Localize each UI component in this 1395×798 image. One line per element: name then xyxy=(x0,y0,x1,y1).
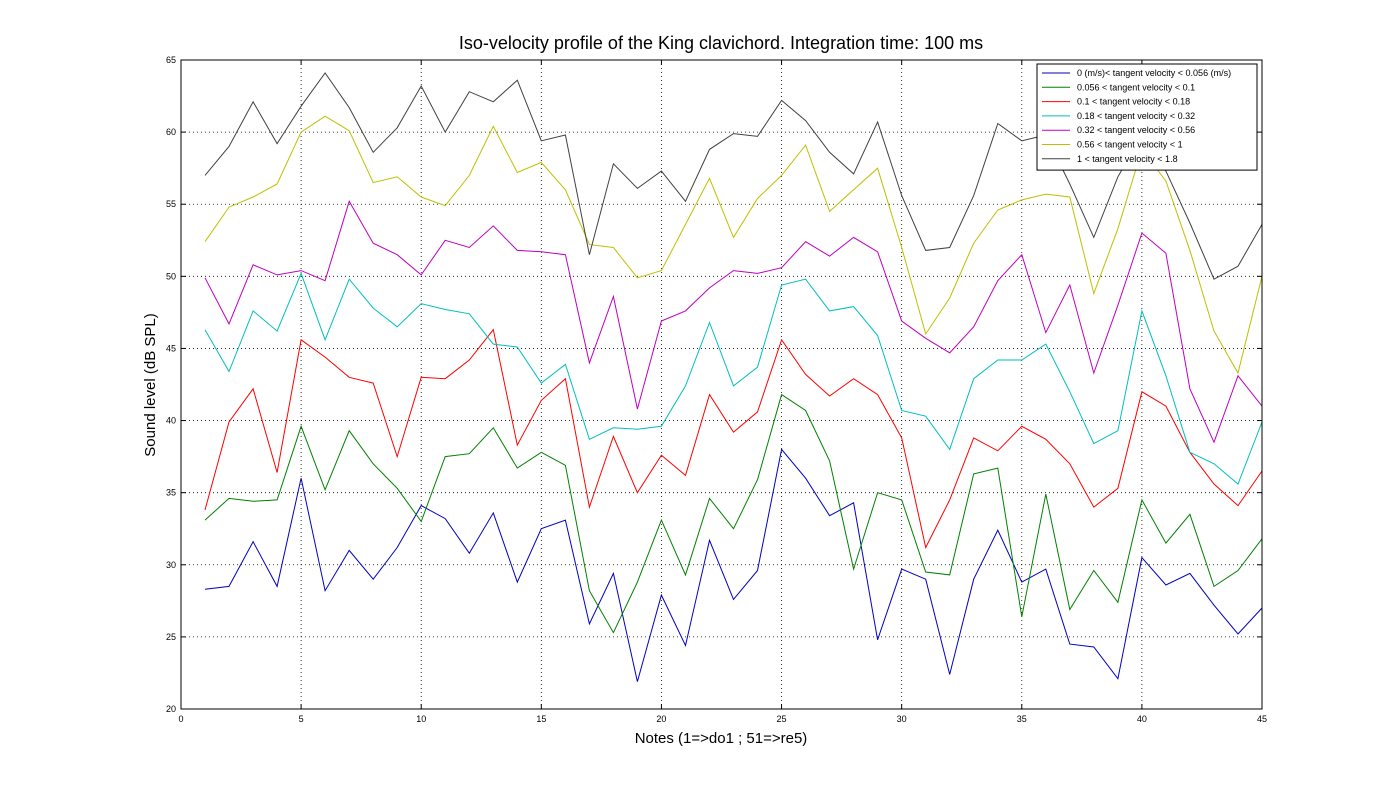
x-tick-label: 10 xyxy=(416,714,426,724)
x-tick-label: 25 xyxy=(777,714,787,724)
x-tick-label: 40 xyxy=(1137,714,1147,724)
plot-area-frame xyxy=(180,59,1263,710)
series-line-1 xyxy=(204,448,1263,682)
legend-entry-7: 1 < tangent velocity < 1.8 xyxy=(1077,154,1178,164)
series-line-2 xyxy=(204,393,1263,634)
y-tick-label: 65 xyxy=(166,55,176,65)
x-axis-label: Notes (1=>do1 ; 51=>re5) xyxy=(635,730,808,747)
series-line-6 xyxy=(204,115,1263,375)
legend-entry-6: 0.56 < tangent velocity < 1 xyxy=(1077,140,1183,150)
y-tick-label: 20 xyxy=(166,704,176,714)
series-line-7 xyxy=(204,72,1263,280)
series-lines xyxy=(204,72,1263,682)
chart-title: Iso-velocity profile of the King clavich… xyxy=(459,33,983,53)
legend: 0 (m/s)< tangent velocity < 0.056 (m/s) 0… xyxy=(1036,63,1258,171)
y-tick-label: 35 xyxy=(166,488,176,498)
x-tick-label: 20 xyxy=(656,714,666,724)
y-tick-label: 55 xyxy=(166,199,176,209)
legend-entry-3: 0.1 < tangent velocity < 0.18 xyxy=(1077,97,1190,107)
y-axis-label: Sound level (dB SPL) xyxy=(142,313,159,456)
y-tick-label: 40 xyxy=(166,416,176,426)
x-tick-label: 45 xyxy=(1257,714,1267,724)
y-tick-label: 45 xyxy=(166,343,176,353)
legend-entry-1: 0 (m/s)< tangent velocity < 0.056 (m/s) xyxy=(1077,68,1231,78)
legend-box xyxy=(1036,63,1258,171)
y-tick-label: 50 xyxy=(166,271,176,281)
x-tick-label: 5 xyxy=(299,714,304,724)
x-tick-label: 30 xyxy=(897,714,907,724)
legend-entry-4: 0.18 < tangent velocity < 0.32 xyxy=(1077,111,1195,121)
series-line-5 xyxy=(204,200,1263,444)
y-tick-label: 60 xyxy=(166,127,176,137)
axis-ticks: 0 5 10 15 20 25 30 35 40 45 20 25 30 35 40 45 50 55 60 65 xyxy=(166,55,1267,724)
y-tick-label: 25 xyxy=(166,632,176,642)
legend-entry-2: 0.056 < tangent velocity < 0.1 xyxy=(1077,82,1195,92)
y-tick-label: 30 xyxy=(166,560,176,570)
series-line-3 xyxy=(204,328,1263,549)
x-tick-label: 15 xyxy=(536,714,546,724)
x-tick-label: 0 xyxy=(178,714,183,724)
x-tick-label: 35 xyxy=(1017,714,1027,724)
series-line-4 xyxy=(204,272,1263,485)
legend-entry-5: 0.32 < tangent velocity < 0.56 xyxy=(1077,125,1195,135)
